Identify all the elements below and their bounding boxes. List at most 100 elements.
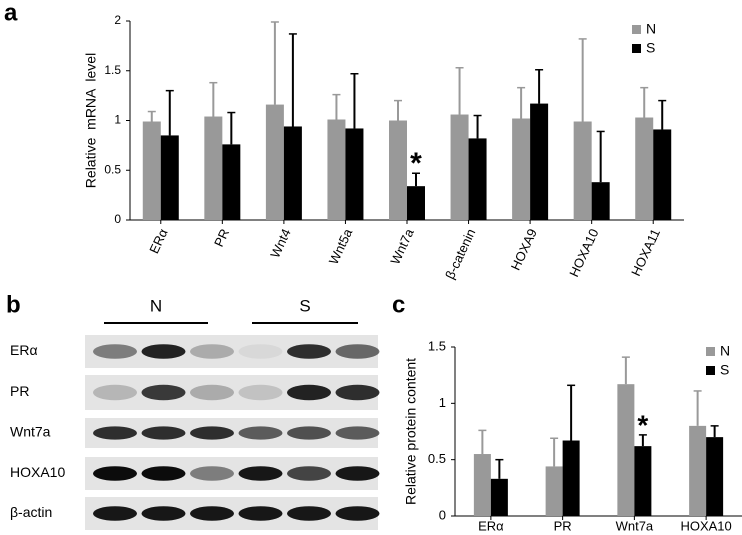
blot-band xyxy=(238,344,283,359)
blot-band xyxy=(141,426,186,440)
blot-band xyxy=(238,466,283,481)
legend-swatch xyxy=(632,25,641,34)
blot-band xyxy=(335,384,380,401)
blot-band xyxy=(141,344,186,359)
blot-band xyxy=(238,506,283,521)
error-bar xyxy=(640,86,649,118)
annotation: * xyxy=(637,409,648,440)
error-bar xyxy=(535,69,544,104)
blot-band xyxy=(335,426,380,440)
bar xyxy=(689,425,707,516)
error-bar xyxy=(693,390,702,426)
error-bar xyxy=(209,81,218,117)
legend-label: S xyxy=(720,362,729,378)
x-tick-label: ERα xyxy=(146,226,171,256)
blot-band xyxy=(287,384,331,401)
x-tick-label: PR xyxy=(211,226,232,249)
error-bar xyxy=(270,21,279,105)
error-bar xyxy=(473,114,482,139)
bar xyxy=(562,440,580,516)
y-tick-label: 1 xyxy=(114,113,121,127)
row-label: β-actin xyxy=(10,504,52,520)
bar xyxy=(617,384,635,516)
error-bar xyxy=(567,384,576,441)
bar xyxy=(345,128,364,220)
blot-band xyxy=(141,384,186,401)
bar xyxy=(530,103,549,220)
panel-label: a xyxy=(4,0,18,26)
blot-band xyxy=(287,344,331,359)
x-tick-label: Wnt4 xyxy=(267,226,293,260)
group-label: N xyxy=(150,296,162,315)
x-tick-label: β-catenin xyxy=(442,226,478,281)
blot-band xyxy=(287,426,331,440)
error-bar xyxy=(394,99,402,121)
x-tick-label: HOXA10 xyxy=(566,226,601,279)
error-bar xyxy=(578,38,587,122)
blot-band xyxy=(93,426,137,440)
blot-band xyxy=(335,466,380,481)
bar xyxy=(573,121,592,220)
y-tick-label: 0 xyxy=(114,212,121,226)
bar xyxy=(490,478,508,516)
blot-panel: N S xyxy=(104,296,358,324)
y-tick-label: 1 xyxy=(439,395,446,410)
x-tick-label: HOXA10 xyxy=(680,518,731,533)
blot-band xyxy=(287,506,331,521)
blot-band xyxy=(190,384,234,401)
blot-band xyxy=(93,344,137,359)
error-bar xyxy=(147,110,156,122)
legend-label: N xyxy=(720,343,730,359)
bar xyxy=(204,116,223,220)
blot-band xyxy=(190,466,234,481)
error-bar xyxy=(165,89,174,136)
error-bar xyxy=(227,111,236,145)
legend-swatch xyxy=(632,44,641,53)
row-label: HOXA10 xyxy=(10,464,65,480)
bar xyxy=(327,119,346,220)
blot-band xyxy=(238,426,283,440)
error-bar xyxy=(621,356,630,385)
blot-band xyxy=(287,466,331,481)
blot-band xyxy=(335,344,380,359)
error-bar xyxy=(455,67,464,115)
blot-band xyxy=(190,344,234,359)
error-bar xyxy=(658,99,667,130)
bar xyxy=(635,117,654,220)
blot-band xyxy=(238,384,283,401)
blot-band xyxy=(141,506,186,521)
bar xyxy=(389,120,407,220)
panel-label: b xyxy=(6,291,21,318)
error-bar xyxy=(332,93,341,120)
error-bar xyxy=(350,72,359,129)
bar xyxy=(222,144,241,220)
bar xyxy=(265,104,284,220)
error-bar xyxy=(288,33,297,127)
y-axis-label: Relative protein content xyxy=(403,358,419,505)
x-tick-label: Wnt7a xyxy=(387,226,417,267)
x-tick-label: HOXA9 xyxy=(508,226,540,272)
bar xyxy=(468,138,487,220)
error-bar xyxy=(495,458,504,479)
legend-label: S xyxy=(646,40,655,56)
error-bar xyxy=(412,172,420,187)
legend-swatch xyxy=(706,347,715,356)
error-bar xyxy=(517,86,526,119)
error-bar xyxy=(596,130,605,183)
legend-swatch xyxy=(706,366,715,375)
bar xyxy=(283,126,302,220)
error-bar xyxy=(638,434,647,447)
row-label: ERα xyxy=(10,342,38,358)
x-tick-label: HOXA11 xyxy=(628,226,663,278)
row-label: Wnt7a xyxy=(10,424,51,440)
group-label: S xyxy=(299,296,310,315)
blot-band xyxy=(190,426,234,440)
blot-band xyxy=(190,506,234,521)
y-tick-label: 0 xyxy=(439,507,446,522)
bar xyxy=(407,186,425,220)
blot-band xyxy=(93,506,137,521)
bar xyxy=(512,118,531,220)
x-tick-label: Wnt5a xyxy=(326,226,356,267)
blot-band xyxy=(93,384,137,401)
